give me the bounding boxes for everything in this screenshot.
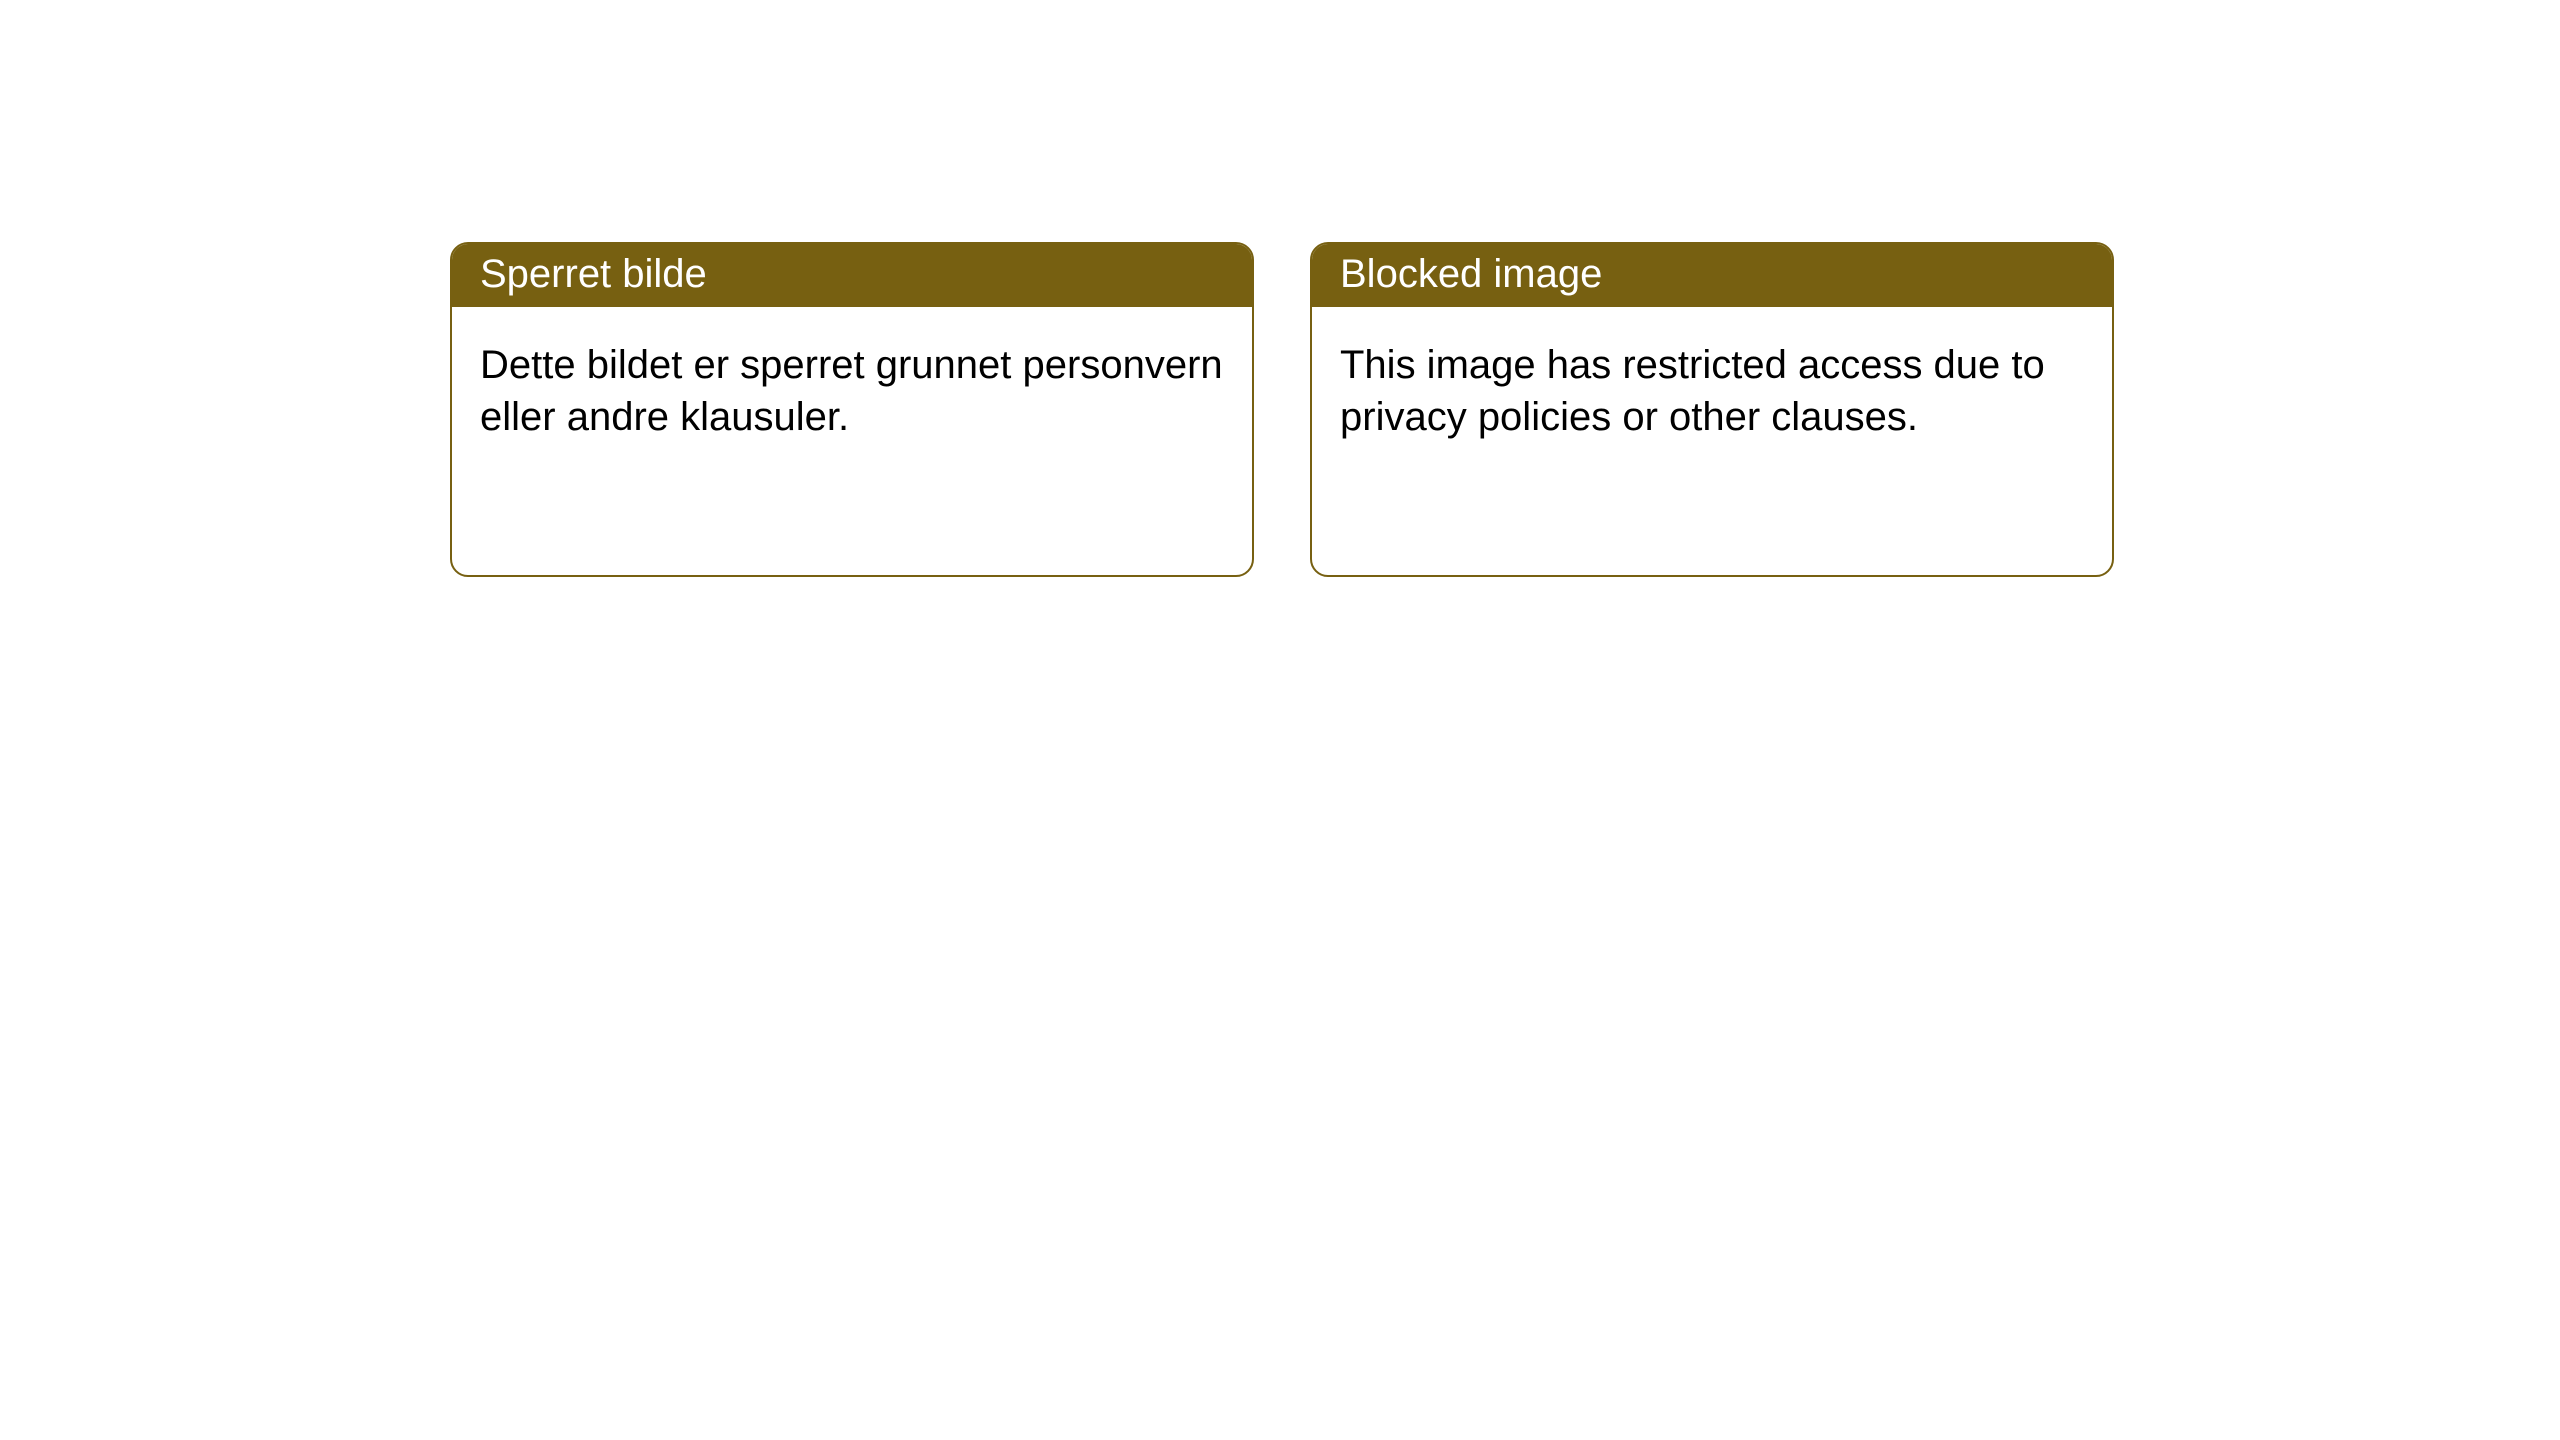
notice-card-english: Blocked image This image has restricted … (1310, 242, 2114, 577)
notice-body-english: This image has restricted access due to … (1312, 307, 2112, 471)
notice-title-norwegian: Sperret bilde (452, 244, 1252, 307)
notice-card-norwegian: Sperret bilde Dette bildet er sperret gr… (450, 242, 1254, 577)
notice-cards-container: Sperret bilde Dette bildet er sperret gr… (0, 0, 2560, 577)
notice-body-norwegian: Dette bildet er sperret grunnet personve… (452, 307, 1252, 471)
notice-title-english: Blocked image (1312, 244, 2112, 307)
